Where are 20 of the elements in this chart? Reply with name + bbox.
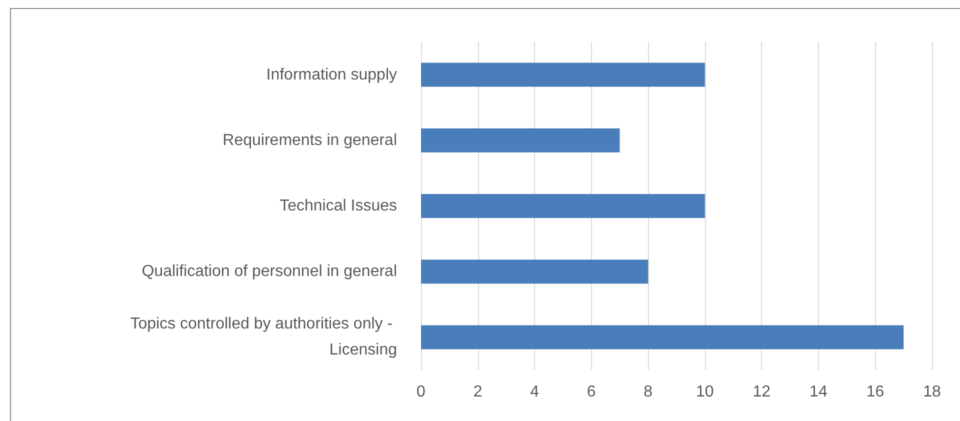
y-tick-label: Technical Issues — [280, 198, 397, 214]
bar — [421, 128, 620, 152]
y-tick-label: Topics controlled by authorities only - Licensing — [130, 316, 397, 359]
x-tick-label: 12 — [752, 384, 771, 400]
bar — [421, 62, 705, 87]
x-tick-label: 14 — [810, 384, 828, 400]
y-tick-label: Information supply — [266, 66, 397, 84]
y-tick-label: Qualification of personnel in general — [142, 263, 397, 280]
x-tick-label: 4 — [530, 384, 540, 400]
bar — [421, 194, 705, 218]
x-tick-label: 6 — [586, 384, 596, 400]
bar — [421, 260, 648, 284]
x-tick-label: 18 — [923, 384, 941, 400]
x-tick-label: 8 — [644, 384, 653, 400]
y-tick-label: Requirements in general — [222, 132, 397, 149]
x-tick-label: 0 — [416, 384, 426, 400]
x-tick-label: 16 — [866, 384, 884, 400]
bar — [421, 325, 904, 350]
x-tick-label: 2 — [473, 384, 482, 400]
x-tick-label: 10 — [696, 384, 714, 400]
